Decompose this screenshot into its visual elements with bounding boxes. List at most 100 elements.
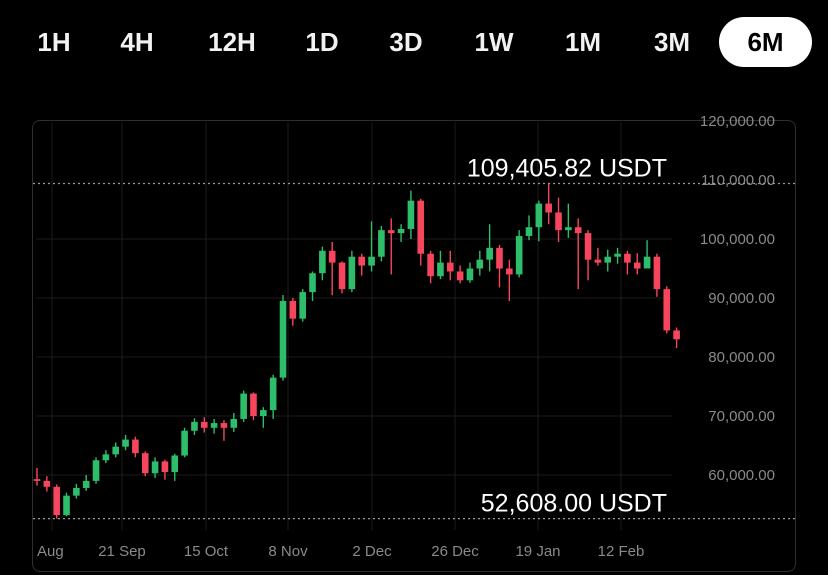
candle-down[interactable] (584, 230, 592, 281)
candle-body (33, 479, 41, 481)
candle-down[interactable] (673, 327, 680, 349)
candle-up[interactable] (309, 271, 316, 301)
candle-body (565, 227, 572, 231)
candle-up[interactable] (565, 203, 572, 238)
candle-down[interactable] (663, 286, 671, 334)
candle-body (319, 250, 326, 274)
candle-down[interactable] (417, 198, 425, 266)
candle-down[interactable] (387, 218, 395, 275)
candle-body (269, 377, 277, 411)
candle-down[interactable] (141, 451, 149, 477)
candle-body (663, 289, 671, 331)
candle-up[interactable] (63, 492, 70, 517)
candle-body (545, 203, 552, 213)
candle-body (446, 262, 454, 272)
candle-body (53, 486, 60, 516)
tab-1h[interactable]: 1H (37, 26, 71, 57)
candle-down[interactable] (220, 420, 228, 441)
candle-up[interactable] (191, 418, 198, 435)
candle-up[interactable] (397, 224, 405, 242)
candle-down[interactable] (328, 241, 336, 296)
candle-down[interactable] (624, 250, 631, 275)
candle-down[interactable] (594, 247, 602, 266)
candle-down[interactable] (427, 250, 434, 284)
candle-body (338, 262, 346, 290)
candle-down[interactable] (33, 467, 41, 486)
tab-3m[interactable]: 3M (653, 26, 691, 57)
candle-up[interactable] (171, 453, 179, 481)
candle-up[interactable] (279, 295, 287, 381)
candle-body (132, 439, 139, 454)
candle-body (653, 256, 661, 290)
candle-body (466, 268, 474, 281)
candle-down[interactable] (53, 484, 60, 519)
candle-down[interactable] (456, 265, 464, 284)
candle-body (427, 253, 434, 277)
candle-up[interactable] (643, 240, 651, 269)
candle-body (555, 212, 562, 231)
candle-up[interactable] (112, 442, 120, 458)
candle-up[interactable] (260, 407, 267, 428)
candle-body (624, 253, 631, 263)
candle-down[interactable] (358, 253, 366, 276)
tab-3d[interactable]: 3D (389, 26, 423, 57)
candle-down[interactable] (250, 392, 257, 421)
candle-down[interactable] (545, 183, 552, 225)
candle-up[interactable] (407, 190, 415, 239)
candle-up[interactable] (486, 224, 493, 272)
tab-1m[interactable]: 1M (564, 26, 602, 57)
x-tick-label: 12 Feb (598, 543, 645, 560)
candle-down[interactable] (496, 244, 503, 288)
candle-body (289, 300, 297, 319)
candle-up[interactable] (230, 413, 238, 432)
candle-down[interactable] (338, 261, 346, 294)
candle-down[interactable] (132, 436, 139, 458)
candle-down[interactable] (43, 476, 51, 492)
candle-up[interactable] (240, 390, 247, 422)
candle-body (387, 230, 395, 234)
candle-up[interactable] (122, 434, 129, 451)
tab-1d[interactable]: 1D (305, 26, 339, 57)
candle-up[interactable] (535, 200, 543, 242)
candle-up[interactable] (466, 262, 474, 283)
candle-up[interactable] (151, 457, 159, 478)
candle-up[interactable] (210, 418, 218, 434)
candle-down[interactable] (653, 253, 661, 297)
candle-up[interactable] (348, 250, 356, 293)
candle-up[interactable] (319, 246, 326, 281)
candle-up[interactable] (82, 475, 90, 491)
candle-up[interactable] (604, 249, 612, 272)
candle-down[interactable] (633, 253, 641, 275)
tab-12h[interactable]: 12H (208, 26, 256, 57)
candle-down[interactable] (289, 298, 297, 326)
candle-up[interactable] (73, 483, 80, 499)
candle-up[interactable] (525, 215, 533, 241)
candle-up[interactable] (437, 250, 444, 280)
candle-down[interactable] (161, 459, 169, 480)
tab-4h[interactable]: 4H (120, 26, 154, 57)
candle-up[interactable] (299, 289, 306, 322)
candle-down[interactable] (574, 218, 582, 290)
candle-up[interactable] (614, 247, 621, 264)
candle-up[interactable] (515, 230, 523, 278)
candle-down[interactable] (555, 197, 562, 242)
candle-body (43, 480, 51, 487)
candle-body (368, 256, 375, 266)
candle-down[interactable] (506, 259, 513, 301)
tab-1w[interactable]: 1W (474, 26, 514, 57)
candle-body (200, 421, 208, 428)
candle-up[interactable] (368, 221, 375, 272)
candle-body (102, 454, 110, 461)
candle-body (633, 262, 641, 269)
candle-body (348, 256, 356, 290)
tab-6m[interactable]: 6M (719, 17, 812, 67)
candle-up[interactable] (378, 226, 385, 262)
candle-down[interactable] (446, 250, 454, 281)
candle-down[interactable] (200, 417, 208, 433)
candle-up[interactable] (92, 457, 100, 484)
candle-up[interactable] (102, 450, 110, 464)
candle-up[interactable] (269, 374, 277, 419)
candle-up[interactable] (476, 250, 484, 276)
candle-up[interactable] (181, 427, 188, 458)
